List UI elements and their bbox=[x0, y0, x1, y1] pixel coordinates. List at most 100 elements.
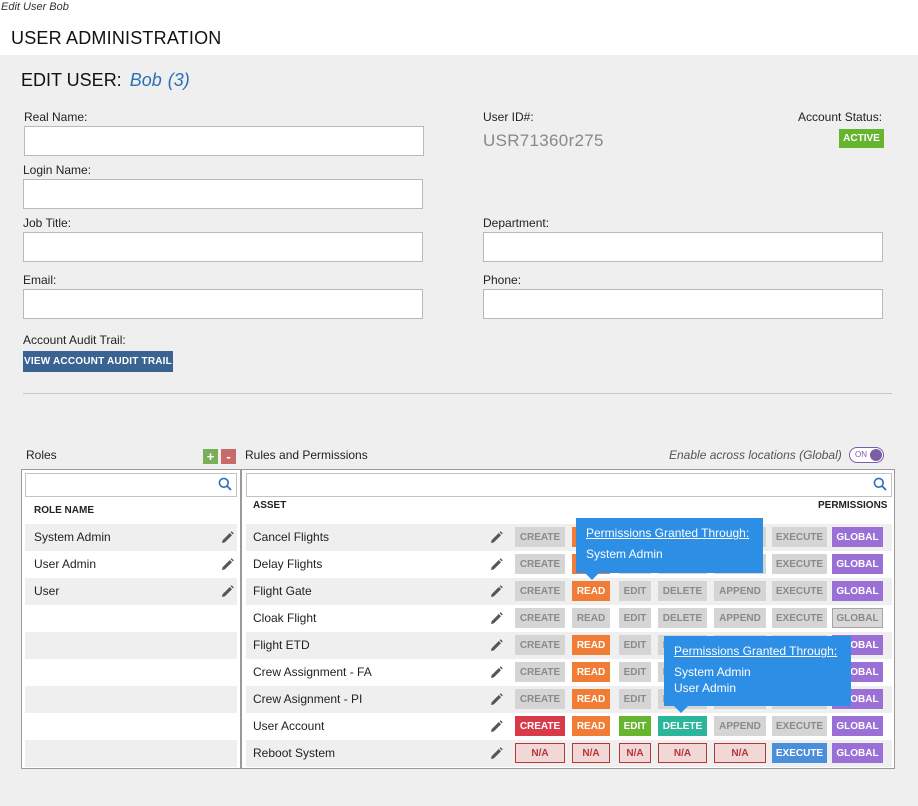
permission-delete-button[interactable]: DELETE bbox=[658, 608, 707, 628]
permission-create-button[interactable]: CREATE bbox=[515, 662, 565, 682]
permission-create-button[interactable]: CREATE bbox=[515, 527, 565, 547]
role-row[interactable]: User Admin bbox=[25, 551, 237, 578]
role-row bbox=[25, 713, 237, 740]
permission-na-button[interactable]: N/A bbox=[572, 743, 610, 763]
permission-execute-button[interactable]: EXECUTE bbox=[772, 608, 827, 628]
tooltip-line: System Admin bbox=[586, 547, 663, 561]
asset-column-header: ASSET bbox=[253, 500, 287, 511]
edit-user-label: EDIT USER: bbox=[21, 70, 122, 90]
search-icon[interactable] bbox=[873, 477, 887, 496]
permission-read-button[interactable]: READ bbox=[572, 689, 610, 709]
tooltip-heading[interactable]: Permissions Granted Through: bbox=[586, 526, 750, 540]
permission-append-button[interactable]: APPEND bbox=[714, 608, 766, 628]
permission-append-button[interactable]: APPEND bbox=[714, 716, 766, 736]
pencil-edit-icon[interactable] bbox=[490, 639, 503, 652]
role-name: User Admin bbox=[34, 557, 97, 571]
phone-label: Phone: bbox=[483, 273, 522, 287]
role-row[interactable]: User bbox=[25, 578, 237, 605]
permission-na-button[interactable]: N/A bbox=[515, 743, 565, 763]
phone-input[interactable] bbox=[484, 290, 882, 318]
asset-name: Crew Asignment - PI bbox=[253, 692, 363, 706]
permission-create-button[interactable]: CREATE bbox=[515, 716, 565, 736]
phone-field[interactable] bbox=[483, 289, 883, 319]
add-role-button[interactable]: + bbox=[203, 449, 218, 464]
permission-global-button[interactable]: GLOBAL bbox=[832, 716, 883, 736]
remove-role-button[interactable]: - bbox=[221, 449, 236, 464]
permission-execute-button[interactable]: EXECUTE bbox=[772, 581, 827, 601]
permission-read-button[interactable]: READ bbox=[572, 581, 610, 601]
permission-create-button[interactable]: CREATE bbox=[515, 608, 565, 628]
permission-global-button[interactable]: GLOBAL bbox=[832, 554, 883, 574]
email-input[interactable] bbox=[24, 290, 422, 318]
permission-edit-button[interactable]: EDIT bbox=[619, 608, 651, 628]
pencil-edit-icon[interactable] bbox=[490, 747, 503, 760]
permission-create-button[interactable]: CREATE bbox=[515, 635, 565, 655]
permissions-column-header: PERMISSIONS bbox=[818, 500, 888, 511]
permission-global-button[interactable]: GLOBAL bbox=[832, 527, 883, 547]
job-title-input[interactable] bbox=[24, 233, 422, 261]
global-toggle[interactable]: ON bbox=[849, 447, 884, 463]
permission-na-button[interactable]: N/A bbox=[714, 743, 766, 763]
permission-read-button[interactable]: READ bbox=[572, 662, 610, 682]
permission-read-button[interactable]: READ bbox=[572, 716, 610, 736]
asset-name: Crew Assignment - FA bbox=[253, 665, 372, 679]
role-row bbox=[25, 605, 237, 632]
pencil-edit-icon[interactable] bbox=[490, 720, 503, 733]
permission-na-button[interactable]: N/A bbox=[619, 743, 651, 763]
permission-read-button[interactable]: READ bbox=[572, 608, 610, 628]
rules-search-box[interactable] bbox=[246, 473, 892, 497]
roles-search-box[interactable] bbox=[25, 473, 237, 497]
pencil-edit-icon[interactable] bbox=[221, 558, 234, 571]
pencil-edit-icon[interactable] bbox=[490, 666, 503, 679]
pencil-edit-icon[interactable] bbox=[490, 693, 503, 706]
asset-name: Cloak Flight bbox=[253, 611, 317, 625]
permission-global-button[interactable]: GLOBAL bbox=[832, 608, 883, 628]
view-audit-trail-button[interactable]: VIEW ACCOUNT AUDIT TRAIL bbox=[23, 351, 173, 372]
tooltip-line: User Admin bbox=[674, 681, 737, 695]
permission-edit-button[interactable]: EDIT bbox=[619, 662, 651, 682]
permission-create-button[interactable]: CREATE bbox=[515, 689, 565, 709]
toggle-knob bbox=[870, 449, 882, 461]
role-row[interactable]: System Admin bbox=[25, 524, 237, 551]
email-label: Email: bbox=[23, 273, 57, 287]
pencil-edit-icon[interactable] bbox=[490, 531, 503, 544]
pencil-edit-icon[interactable] bbox=[221, 531, 234, 544]
permission-delete-button[interactable]: DELETE bbox=[658, 716, 707, 736]
user-id-value: USR71360r275 bbox=[483, 131, 604, 150]
window-title: Edit User Bob bbox=[1, 1, 69, 13]
job-title-field[interactable] bbox=[23, 232, 423, 262]
permission-na-button[interactable]: N/A bbox=[658, 743, 707, 763]
pencil-edit-icon[interactable] bbox=[490, 558, 503, 571]
permission-edit-button[interactable]: EDIT bbox=[619, 635, 651, 655]
permission-edit-button[interactable]: EDIT bbox=[619, 716, 651, 736]
department-label: Department: bbox=[483, 216, 550, 230]
permission-read-button[interactable]: READ bbox=[572, 635, 610, 655]
asset-name: User Account bbox=[253, 719, 325, 733]
permission-append-button[interactable]: APPEND bbox=[714, 581, 766, 601]
permission-edit-button[interactable]: EDIT bbox=[619, 581, 651, 601]
department-field[interactable] bbox=[483, 232, 883, 262]
login-name-input[interactable] bbox=[24, 180, 422, 208]
permission-create-button[interactable]: CREATE bbox=[515, 581, 565, 601]
tooltip-heading[interactable]: Permissions Granted Through: bbox=[674, 644, 838, 658]
real-name-field[interactable] bbox=[24, 126, 424, 156]
permission-global-button[interactable]: GLOBAL bbox=[832, 581, 883, 601]
department-input[interactable] bbox=[484, 233, 882, 261]
permission-create-button[interactable]: CREATE bbox=[515, 554, 565, 574]
permission-execute-button[interactable]: EXECUTE bbox=[772, 527, 827, 547]
pencil-edit-icon[interactable] bbox=[490, 585, 503, 598]
permission-execute-button[interactable]: EXECUTE bbox=[772, 554, 827, 574]
permission-edit-button[interactable]: EDIT bbox=[619, 689, 651, 709]
permission-global-button[interactable]: GLOBAL bbox=[832, 743, 883, 763]
edit-user-count: (3) bbox=[167, 70, 190, 90]
permission-execute-button[interactable]: EXECUTE bbox=[772, 716, 827, 736]
search-icon[interactable] bbox=[218, 477, 232, 496]
real-name-input[interactable] bbox=[25, 127, 423, 155]
permission-execute-button[interactable]: EXECUTE bbox=[772, 743, 827, 763]
email-field[interactable] bbox=[23, 289, 423, 319]
login-name-field[interactable] bbox=[23, 179, 423, 209]
permission-delete-button[interactable]: DELETE bbox=[658, 581, 707, 601]
role-name: System Admin bbox=[34, 530, 111, 544]
pencil-edit-icon[interactable] bbox=[221, 585, 234, 598]
pencil-edit-icon[interactable] bbox=[490, 612, 503, 625]
